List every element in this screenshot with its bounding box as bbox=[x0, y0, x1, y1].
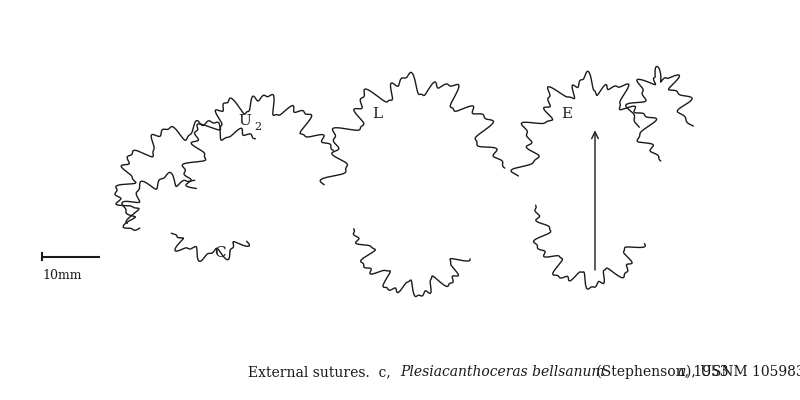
Text: 2: 2 bbox=[254, 122, 261, 132]
Text: L: L bbox=[372, 107, 382, 121]
Text: U: U bbox=[238, 114, 251, 128]
Text: C: C bbox=[214, 246, 226, 260]
Text: E: E bbox=[562, 107, 573, 121]
Text: a: a bbox=[678, 365, 686, 379]
Text: (Stephenson, 1953: (Stephenson, 1953 bbox=[592, 365, 729, 379]
Text: 10mm: 10mm bbox=[42, 269, 82, 282]
Text: External sutures.  c,: External sutures. c, bbox=[249, 365, 400, 379]
Text: ), USNM 105983.: ), USNM 105983. bbox=[686, 365, 800, 379]
Text: Plesiacanthoceras bellsanum: Plesiacanthoceras bellsanum bbox=[400, 365, 605, 379]
